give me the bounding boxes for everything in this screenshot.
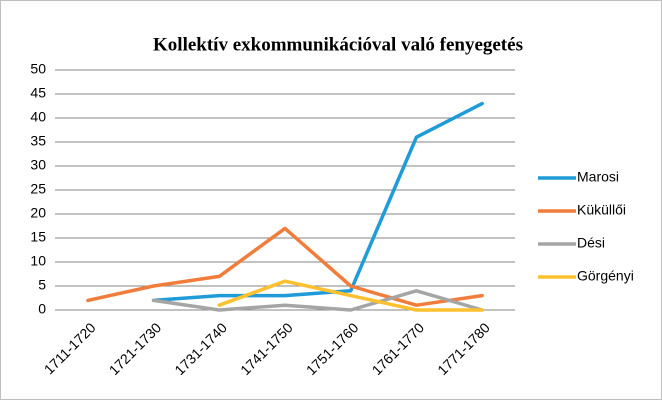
series-line <box>217 279 484 312</box>
y-tick-label: 0 <box>38 301 46 317</box>
y-tick-label: 15 <box>30 229 46 245</box>
series-line <box>151 289 484 312</box>
series-line <box>86 226 484 307</box>
series-line <box>151 101 484 303</box>
legend-label: Küküllői <box>577 202 626 218</box>
y-tick-label: 45 <box>30 85 46 101</box>
y-tick-label: 35 <box>30 133 46 149</box>
legend-label: Marosi <box>577 169 619 185</box>
y-tick-label: 20 <box>30 205 46 221</box>
y-tick-label: 25 <box>30 181 46 197</box>
y-tick-label: 50 <box>30 61 46 77</box>
y-tick-label: 40 <box>30 109 46 125</box>
y-tick-label: 10 <box>30 253 46 269</box>
legend-label: Dési <box>577 235 605 251</box>
legend-label: Görgényi <box>577 268 634 284</box>
y-tick-label: 30 <box>30 157 46 173</box>
y-tick-label: 5 <box>38 277 46 293</box>
chart-title: Kollektív exkommunikációval való fenyege… <box>153 34 523 55</box>
